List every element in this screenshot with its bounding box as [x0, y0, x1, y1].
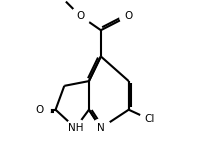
Text: N: N [97, 123, 105, 133]
Text: O: O [125, 11, 133, 21]
Text: O: O [76, 11, 84, 21]
Text: Cl: Cl [144, 114, 155, 124]
Text: NH: NH [68, 123, 83, 133]
Text: O: O [36, 105, 44, 115]
